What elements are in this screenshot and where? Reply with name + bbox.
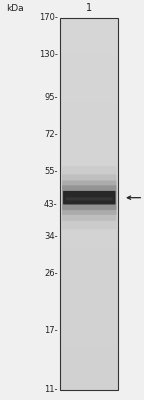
Text: 55-: 55- <box>44 167 58 176</box>
Text: 11-: 11- <box>44 386 58 394</box>
FancyBboxPatch shape <box>62 185 116 210</box>
FancyBboxPatch shape <box>62 180 116 215</box>
Text: 34-: 34- <box>44 232 58 241</box>
FancyBboxPatch shape <box>66 197 113 200</box>
Text: 17-: 17- <box>44 326 58 335</box>
Text: 170-: 170- <box>39 14 58 22</box>
Text: 43-: 43- <box>44 200 58 209</box>
Bar <box>60 18 118 390</box>
Text: 72-: 72- <box>44 130 58 139</box>
FancyBboxPatch shape <box>62 174 116 221</box>
Text: 130-: 130- <box>39 50 58 59</box>
Text: 95-: 95- <box>44 92 58 102</box>
FancyBboxPatch shape <box>63 191 115 204</box>
Text: 1: 1 <box>86 3 92 13</box>
Text: kDa: kDa <box>6 4 23 13</box>
FancyBboxPatch shape <box>62 166 116 229</box>
Bar <box>60 18 118 390</box>
Text: 26-: 26- <box>44 269 58 278</box>
